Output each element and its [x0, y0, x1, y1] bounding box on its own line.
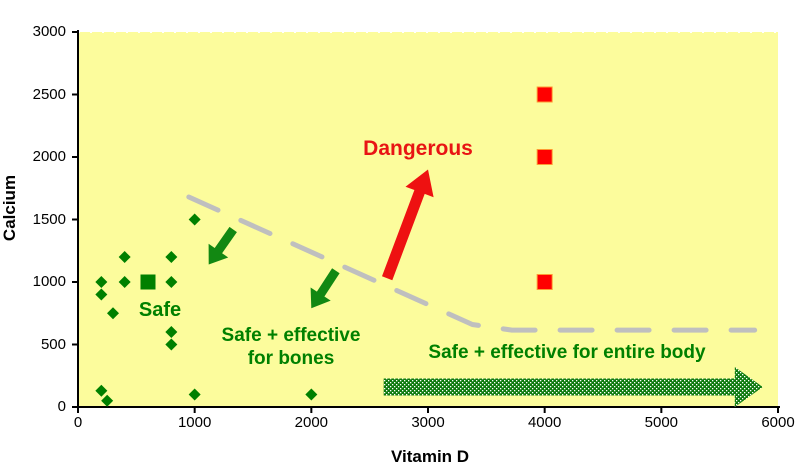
safe-intakes-point	[165, 326, 178, 338]
y-tick-label-1: 500	[40, 335, 66, 353]
annotation-safe-bones-line2: for bones	[247, 348, 335, 369]
x-axis-title: Vitamin D	[390, 447, 470, 466]
safe-intakes-point	[101, 394, 114, 407]
arrow-safe-bones-1	[208, 226, 237, 265]
annotation-safe-entire-body: Safe + effective for entire body	[428, 342, 706, 363]
y-axis-title: Calcium	[0, 174, 19, 242]
safe-reference-point	[140, 274, 156, 290]
dangerous-intakes-point	[536, 274, 553, 290]
safe-intakes-point	[118, 276, 131, 288]
safe-intakes-point	[165, 338, 178, 351]
safe-intakes-point	[95, 384, 108, 397]
safe-intakes-point	[305, 388, 318, 401]
dangerous-intakes-point	[536, 86, 553, 103]
arrow-safe-bones-2	[310, 268, 340, 309]
x-tick-label-1: 1000	[177, 414, 212, 431]
annotation-safe-bones-line1: Safe + effective	[221, 325, 361, 346]
x-tick-label-0: 0	[73, 414, 83, 431]
annotation-safe-bones: Safe + effective for bones	[191, 324, 391, 370]
safe-intakes-point	[107, 307, 119, 320]
y-tick-label-4: 2000	[32, 148, 66, 165]
x-tick-label-4: 4000	[527, 414, 562, 431]
y-tick-label-5: 2500	[32, 85, 66, 103]
annotation-dangerous: Dangerous	[363, 137, 473, 160]
y-tick-label-3: 1500	[32, 210, 66, 228]
annotation-safe: Safe	[138, 299, 182, 321]
y-tick-label-2: 1000	[32, 273, 66, 290]
x-tick-label-5: 5000	[644, 414, 679, 431]
safe-intakes-point	[188, 213, 201, 226]
dangerous-intakes-point	[536, 149, 553, 165]
safe-intakes-point	[95, 276, 108, 288]
arrow-entire-body	[383, 367, 763, 407]
boundary-dashed-line	[186, 194, 758, 333]
safe-intakes-point	[95, 288, 108, 301]
safe-intakes-point	[188, 388, 201, 401]
safe-intakes-point	[165, 251, 178, 263]
arrow-dangerous	[382, 169, 434, 281]
x-tick-label-2: 2000	[294, 414, 329, 431]
x-tick-label-6: 6000	[761, 414, 795, 431]
y-tick-label-0: 0	[57, 398, 66, 415]
y-tick-label-6: 3000	[32, 23, 66, 40]
x-tick-label-3: 3000	[411, 414, 445, 431]
safe-intakes-point	[165, 276, 178, 288]
safe-intakes-point	[118, 251, 131, 263]
